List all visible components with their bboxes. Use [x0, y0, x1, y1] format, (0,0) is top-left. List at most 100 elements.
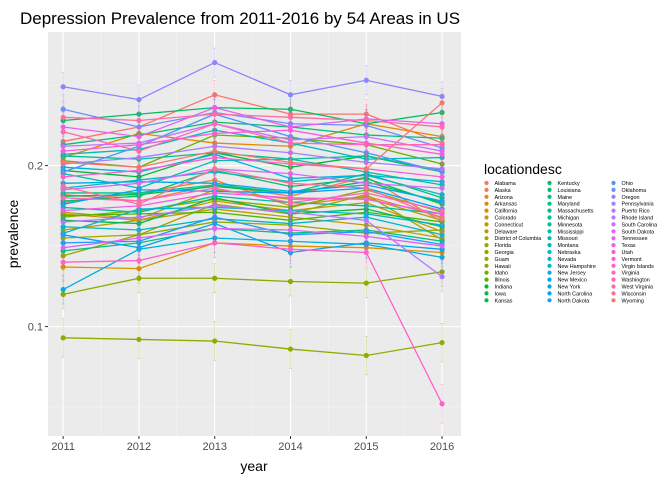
legend-item: Ohio [611, 180, 633, 187]
legend-label: Ohio [622, 181, 633, 187]
plot-panel [48, 32, 461, 436]
legend-item: Puerto Rico [611, 208, 650, 215]
series-line [63, 195, 443, 215]
legend-key [611, 229, 616, 234]
legend-item: Virgin Islands [611, 263, 654, 270]
series-line [62, 237, 443, 291]
legend-key [611, 256, 616, 261]
legend-item: Vermont [611, 256, 642, 263]
data-point [60, 245, 66, 251]
legend-label: Indiana [495, 285, 513, 291]
legend-key [611, 180, 616, 186]
legend-item: District of Columbia [484, 236, 541, 242]
series-guam [60, 318, 445, 376]
series-line [63, 168, 443, 220]
data-point [439, 340, 445, 346]
legend-label: Rhode Island [622, 216, 654, 222]
data-point [439, 166, 445, 172]
data-point [287, 200, 294, 206]
legend-item: Tennessee [611, 236, 648, 242]
data-point [287, 92, 294, 98]
data-point [287, 159, 294, 165]
legend-label: New Mexico [558, 278, 587, 284]
legend-item: Oklahoma [611, 187, 646, 194]
data-point [136, 336, 142, 343]
data-point [60, 114, 66, 120]
series-line [63, 187, 443, 212]
data-point [287, 150, 294, 156]
legend-label: Louisiana [558, 188, 581, 194]
data-point [363, 185, 369, 191]
legend-key [611, 249, 616, 255]
data-point [363, 142, 369, 148]
legend-key [611, 270, 616, 275]
data-point [287, 246, 294, 252]
data-point [136, 187, 142, 193]
legend-label: Utah [622, 250, 633, 256]
legend-key [611, 243, 616, 248]
data-point [136, 111, 142, 117]
data-point [60, 169, 66, 175]
data-point [212, 111, 218, 117]
data-point [60, 240, 66, 246]
legend-label: Wisconsin [622, 291, 647, 297]
legend-label: Florida [495, 243, 511, 249]
data-point [136, 154, 142, 161]
legend-label: Iowa [495, 291, 506, 297]
data-point [60, 212, 66, 219]
legend-label: New Jersey [558, 271, 586, 277]
data-point [60, 208, 66, 214]
legend-item: Maryland [547, 201, 580, 208]
y-tick-label: 0.2 [28, 161, 43, 173]
legend-key [547, 284, 552, 289]
legend-item: Indiana [484, 284, 513, 291]
legend-item: New Jersey [547, 270, 586, 277]
data-point [287, 171, 294, 177]
data-point [212, 338, 218, 344]
legend-key [611, 208, 616, 213]
data-point [287, 209, 294, 215]
legend-label: Puerto Rico [622, 209, 650, 215]
data-point [287, 180, 294, 186]
legend-key [547, 194, 552, 199]
legend-label: Texas [622, 243, 636, 249]
series-line [63, 216, 443, 246]
data-point [60, 264, 66, 270]
data-point [60, 219, 66, 225]
series-line [63, 227, 443, 252]
legend-label: Tennessee [622, 236, 648, 242]
data-point [212, 220, 218, 227]
series-virgin-islands [60, 228, 445, 424]
legend-key [547, 263, 552, 268]
data-point [287, 232, 294, 238]
data-point [439, 124, 445, 130]
data-point [363, 117, 369, 124]
legend-label: Hawaii [495, 264, 511, 270]
data-point [60, 286, 66, 293]
series-line [63, 271, 443, 295]
data-point [439, 151, 445, 157]
legend-key [547, 298, 552, 303]
legend-item: Montana [547, 243, 578, 249]
data-point [363, 217, 369, 223]
data-point [212, 214, 218, 220]
data-point [136, 235, 142, 241]
data-point [363, 122, 369, 128]
data-point [439, 142, 445, 148]
legend-key [484, 263, 489, 268]
series-line [62, 221, 443, 257]
legend-item: Georgia [484, 249, 514, 256]
legend-key [484, 243, 489, 248]
data-point [212, 105, 218, 111]
data-point [136, 142, 142, 148]
data-point [60, 174, 66, 180]
data-point [212, 148, 218, 154]
data-point [439, 243, 445, 249]
series-line [63, 208, 443, 239]
legend-label: Delaware [495, 229, 518, 235]
series-line [62, 113, 443, 173]
x-tick-label: 2011 [51, 441, 75, 453]
data-point [439, 100, 445, 106]
legend-label: Connecticut [495, 222, 524, 228]
legend-item: Arizona [484, 194, 513, 201]
